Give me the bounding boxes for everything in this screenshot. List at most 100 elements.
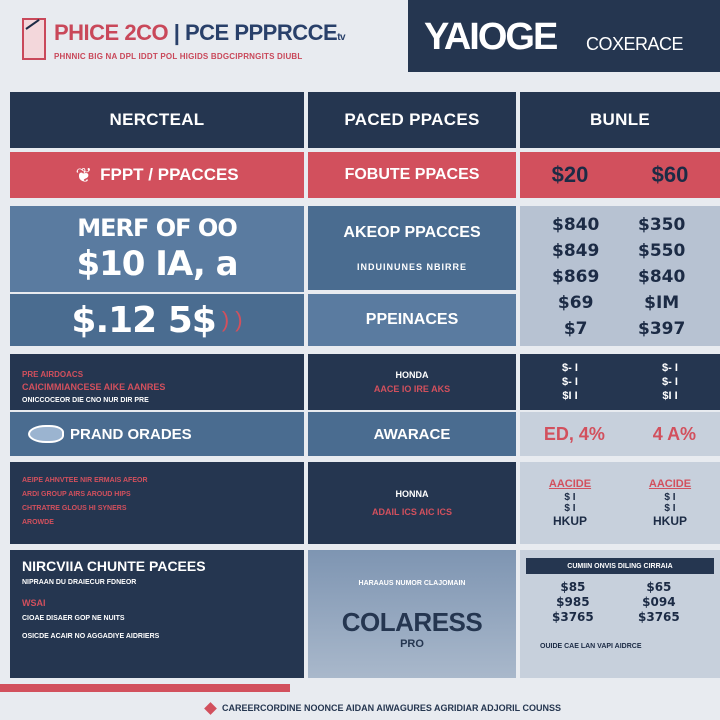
row5-left-heading: NIRCVIIA CHUNTE PACEES (22, 558, 206, 574)
row3-price-marks-a: $- I $- I $I I (562, 362, 578, 402)
row3-pct-b: 4 A% (652, 423, 697, 444)
row4-left-line1: AEIPE AHNVTEE NIR ERMAIS AFEOR (22, 477, 148, 484)
row4-right-col-a: AACIDE $ I $ I HKUP (549, 478, 591, 528)
row5-left-line2: CIOAE DISAER GOP NE NUITS (22, 615, 125, 622)
column-header-3[interactable]: BUNLE (520, 92, 720, 148)
footer-text: CAREERCORDINE NOONCE AIDAN AIWAGURES AGR… (222, 703, 562, 713)
row1-left-cell[interactable]: ❦ FPPT / PPACCES (10, 152, 304, 198)
price-value: $849 (552, 241, 600, 261)
price-value: $65 (646, 580, 672, 594)
footer-accent-strip (0, 684, 290, 692)
row5-mid[interactable]: HARAAUS NUMOR CLAJOMAIN COLARESS PRO (308, 550, 516, 678)
wave-icon: ) ) (221, 307, 243, 332)
row2-right-prices[interactable]: $840 $849 $869 $69 $7 $350 $550 $840 $IM… (520, 206, 720, 346)
price-value: $985 (556, 595, 590, 609)
page-subtitle: PHNNIC BIG NA DPL IDDT POL HIGIDS BDGCIP… (54, 52, 303, 61)
price-value: $7 (563, 319, 588, 339)
footer-bar (0, 698, 720, 720)
row3-left-upper[interactable]: PRE AIRDOACS CAICIMMIANCESE AIKE AANRES … (10, 354, 304, 410)
column-header-1[interactable]: NERCTEAL (10, 92, 304, 148)
row4-right[interactable]: AACIDE $ I $ I HKUP AACIDE $ I $ I HKUP (520, 462, 720, 544)
row5-prices-col-b: $65 $094 $3765 (638, 580, 680, 625)
row3-mid-line: AACE IO IRE AKS (373, 384, 451, 394)
row3-price-marks-b: $- I $- I $I I (662, 362, 678, 402)
row2-left-line3: $.12 5$ (71, 299, 216, 341)
row5-right[interactable]: CUMIIN ONVIS DILING CIRRAIA $85 $985 $37… (520, 550, 720, 678)
price-value: $3765 (552, 610, 594, 624)
row5-prices-col-a: $85 $985 $3765 (552, 580, 594, 625)
brand-logo: YAIOGE (424, 16, 558, 58)
row2-left-line2: $10 IA, a (76, 244, 238, 284)
row2-prices-col-b: $350 $550 $840 $IM $397 (638, 212, 685, 342)
price-value: $840 (552, 215, 600, 235)
column-header-2[interactable]: PACED PPACES (308, 92, 516, 148)
row1-price-b: $60 (651, 162, 689, 187)
row2-mid-sub: INDUINUNES NBIRRE (356, 262, 467, 272)
row1-prices[interactable]: $20 $60 (520, 152, 720, 198)
row2-mid-title: AKEOP PPACCES (343, 224, 481, 241)
row1-price-a: $20 (551, 162, 589, 187)
row4-left-line3: CHTRATRE GLOUS HI SYNERS (22, 505, 127, 512)
row4-right-marks-b: $ I $ I (664, 492, 676, 514)
page-title-small: tv (337, 32, 346, 43)
row4-right-heading-a: AACIDE (548, 478, 592, 490)
row2-prices-col-a: $840 $849 $869 $69 $7 (552, 212, 599, 342)
row2-left-line1: MERF OF OO (77, 214, 237, 242)
page-title-tail: | PCE PPPRCCE (173, 20, 338, 45)
price-value: $85 (560, 580, 586, 594)
row4-right-marks-a: $ I $ I (564, 492, 576, 514)
logo-icon (22, 18, 46, 60)
page-title-main: PHICE 2CO (54, 20, 169, 45)
price-value: $094 (642, 595, 676, 609)
row5-mid-small: PRO (400, 637, 424, 650)
row4-right-sub-b: HKUP (652, 514, 687, 528)
row3-left-lower[interactable]: PRAND ORADES (10, 412, 304, 456)
price-value: $IM (644, 293, 680, 313)
row3-mid-upper[interactable]: HONDA AACE IO IRE AKS (308, 354, 516, 410)
page-title: PHICE 2CO | PCE PPPRCCEtv (54, 20, 346, 46)
row1-left-label: FPPT / PPACCES (100, 165, 239, 184)
row5-left[interactable]: NIRCVIIA CHUNTE PACEES NIPRAAN DU DRAIEC… (10, 550, 304, 678)
price-value: $3765 (638, 610, 680, 624)
row5-left-line1: NIPRAAN DU DRAIECUR FDNEOR (22, 579, 137, 586)
row5-left-line3: OSICDE ACAIR NO AGGADIYE AIDRIERS (22, 633, 160, 640)
row3-left-line2: ONICCOCEOR DIE CNO NUR DIR PRE (22, 397, 149, 404)
row3-mid-heading: HONDA (395, 370, 429, 380)
row4-mid[interactable]: HONNA ADAIL ICS AIC ICS (308, 462, 516, 544)
row2-left-lower[interactable]: $.12 5$ ) ) (10, 294, 304, 346)
row3-right-lower[interactable]: ED, 4% 4 A% (520, 412, 720, 456)
row3-left-badge: PRAND ORADES (70, 425, 192, 443)
row2-left-upper[interactable]: MERF OF OO $10 IA, a (10, 206, 304, 292)
price-value: $550 (638, 241, 686, 261)
row3-left-heading: PRE AIRDOACS (22, 370, 84, 379)
price-value: $69 (557, 293, 594, 313)
row4-left-line2: ARDI GROUP AIRS AROUD HIPS (22, 491, 131, 498)
row5-right-footer: OUIDE CAE LAN VAPI AIDRCE (540, 643, 642, 650)
row4-right-col-b: AACIDE $ I $ I HKUP (649, 478, 691, 528)
header-right (408, 0, 720, 72)
brand-subtitle: COXERACE (586, 34, 684, 54)
row5-mid-big: COLARESS (341, 606, 483, 637)
row5-right-banner: CUMIIN ONVIS DILING CIRRAIA (526, 558, 714, 574)
row4-right-sub-a: HKUP (552, 514, 587, 528)
row1-mid-label[interactable]: FOBUTE PPACES (308, 152, 516, 198)
row4-left[interactable]: AEIPE AHNVTEE NIR ERMAIS AFEOR ARDI GROU… (10, 462, 304, 544)
row4-left-line4: AROWDE (22, 519, 54, 526)
row5-left-tag: WSAI (22, 598, 46, 608)
row3-mid-lower[interactable]: AWARACE (308, 412, 516, 456)
fish-icon (28, 425, 64, 443)
header-left (0, 0, 408, 72)
row2-mid-upper[interactable]: AKEOP PPACCES INDUINUNES NBIRRE (308, 206, 516, 290)
price-value: $397 (638, 319, 686, 339)
row3-left-line1: CAICIMMIANCESE AIKE AANRES (22, 382, 166, 392)
row4-mid-heading: HONNA (395, 489, 429, 499)
price-value: $840 (638, 267, 686, 287)
apple-icon: ❦ (75, 164, 93, 187)
row2-mid-lower[interactable]: PPEINACES (308, 294, 516, 346)
row4-mid-line: ADAIL ICS AIC ICS (371, 507, 452, 517)
row5-mid-top: HARAAUS NUMOR CLAJOMAIN (358, 579, 466, 587)
row4-right-heading-b: AACIDE (648, 478, 692, 490)
row3-right-upper[interactable]: $- I $- I $I I $- I $- I $I I (520, 354, 720, 410)
row3-pct-a: ED, 4% (543, 423, 605, 444)
price-value: $350 (638, 215, 686, 235)
